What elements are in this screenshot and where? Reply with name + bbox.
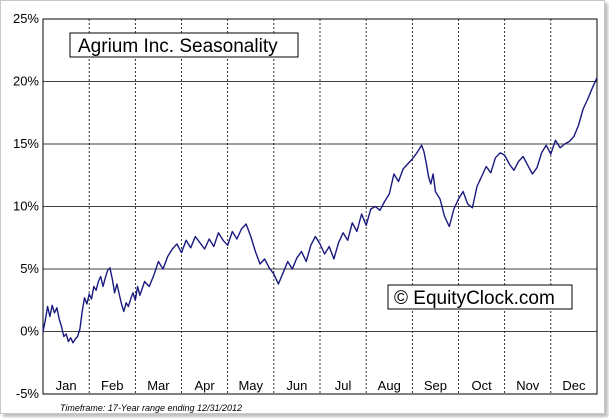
- chart-title: Agrium Inc. Seasonality: [78, 36, 278, 57]
- x-tick-label: Nov: [516, 378, 540, 393]
- x-tick-label: May: [238, 378, 263, 393]
- watermark-box: © EquityClock.com: [387, 284, 573, 310]
- x-tick-label: Mar: [147, 378, 170, 393]
- x-tick-label: Jan: [56, 378, 77, 393]
- series-line: [42, 77, 598, 344]
- x-axis-tick-labels: Jan Feb Mar Apr May Jun Jul Aug Sep Oct Nov Dec: [56, 378, 586, 393]
- y-tick-label: 0%: [20, 324, 39, 339]
- x-tick-label: Apr: [194, 378, 215, 393]
- y-tick-label: 25%: [13, 11, 39, 26]
- y-tick-label: 10%: [13, 199, 39, 214]
- x-tick-label: Dec: [562, 378, 586, 393]
- y-tick-label: 20%: [13, 74, 39, 89]
- y-axis-tick-labels: 25% 20% 15% 10% 5% 0% -5%: [13, 11, 39, 401]
- x-tick-label: Oct: [471, 378, 492, 393]
- chart-title-box: Agrium Inc. Seasonality: [69, 32, 299, 58]
- x-tick-label: Jul: [335, 378, 352, 393]
- timeframe-footnote: Timeframe: 17-Year range ending 12/31/20…: [60, 403, 242, 413]
- x-tick-label: Aug: [378, 378, 401, 393]
- y-tick-label: -5%: [16, 386, 40, 401]
- watermark-text: © EquityClock.com: [394, 288, 555, 309]
- x-tick-label: Jun: [286, 378, 307, 393]
- y-tick-label: 5%: [20, 261, 39, 276]
- x-tick-label: Sep: [424, 378, 447, 393]
- y-tick-label: 15%: [13, 136, 39, 151]
- x-tick-label: Feb: [101, 378, 123, 393]
- grid-lines: [42, 18, 598, 395]
